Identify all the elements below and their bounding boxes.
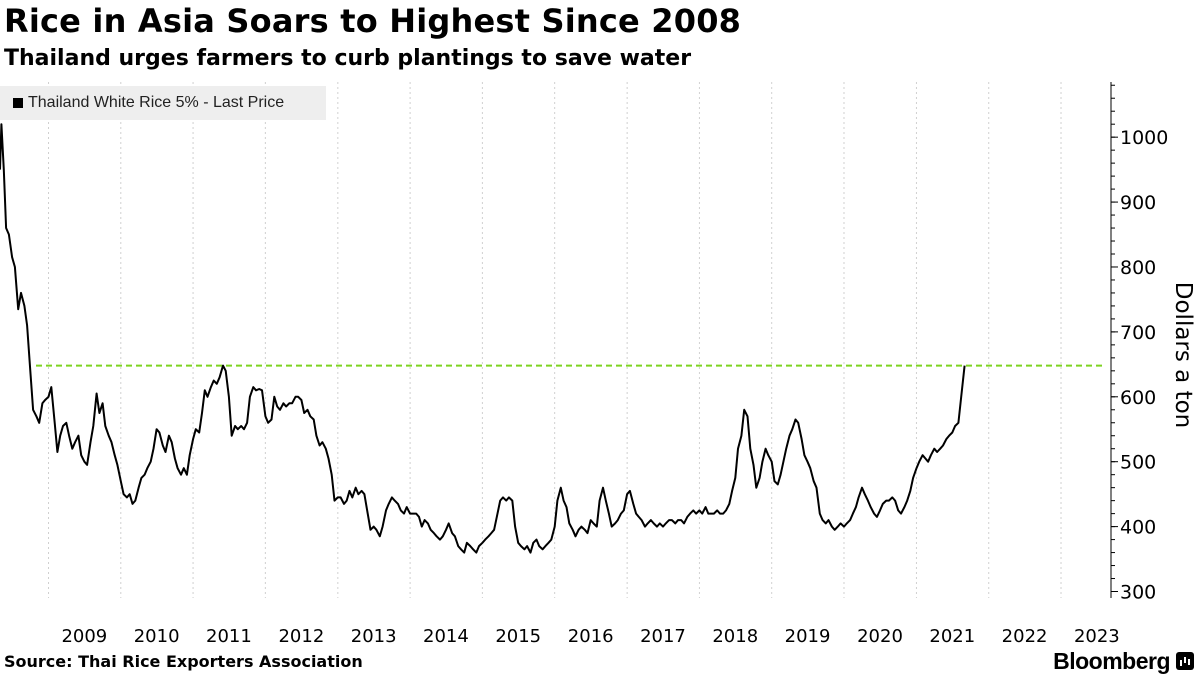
x-tick-label-2023: 2023 [1074,626,1120,647]
x-tick-label-2016: 2016 [568,626,614,647]
x-tick-label-2012: 2012 [278,626,324,647]
brand-logo: Bloomberg [1053,648,1170,674]
x-tick-label-2017: 2017 [640,626,686,647]
chart-title: Rice in Asia Soars to Highest Since 2008 [4,2,742,40]
x-tick-label-2009: 2009 [61,626,107,647]
y-tick-label-1000: 1000 [1120,127,1168,149]
x-tick-label-2013: 2013 [351,626,397,647]
x-tick-label-2018: 2018 [712,626,758,647]
chart-legend: Thailand White Rice 5% - Last Price [0,86,326,120]
x-tick-label-2021: 2021 [929,626,975,647]
bloomberg-terminal-icon [1176,652,1194,670]
square-swatch-icon [13,98,23,108]
x-tick-label-2022: 2022 [1002,626,1048,647]
x-tick-label-2010: 2010 [134,626,180,647]
y-tick-label-400: 400 [1120,517,1156,539]
x-tick-label-2020: 2020 [857,626,903,647]
x-tick-label-2011: 2011 [206,626,252,647]
y-tick-label-300: 300 [1120,582,1156,604]
series-line-0 [0,123,966,554]
x-tick-label-2014: 2014 [423,626,469,647]
y-tick-label-500: 500 [1120,452,1156,474]
y-axis-label: Dollars a ton [1170,282,1196,428]
legend-label: Thailand White Rice 5% - Last Price [28,94,285,111]
source-note: Source: Thai Rice Exporters Association [4,652,363,671]
x-tick-label-2015: 2015 [495,626,541,647]
y-tick-label-900: 900 [1120,192,1156,214]
chart-subtitle: Thailand urges farmers to curb plantings… [4,46,692,71]
y-tick-label-800: 800 [1120,257,1156,279]
x-tick-label-2019: 2019 [785,626,831,647]
y-tick-label-600: 600 [1120,387,1156,409]
y-tick-label-700: 700 [1120,322,1156,344]
